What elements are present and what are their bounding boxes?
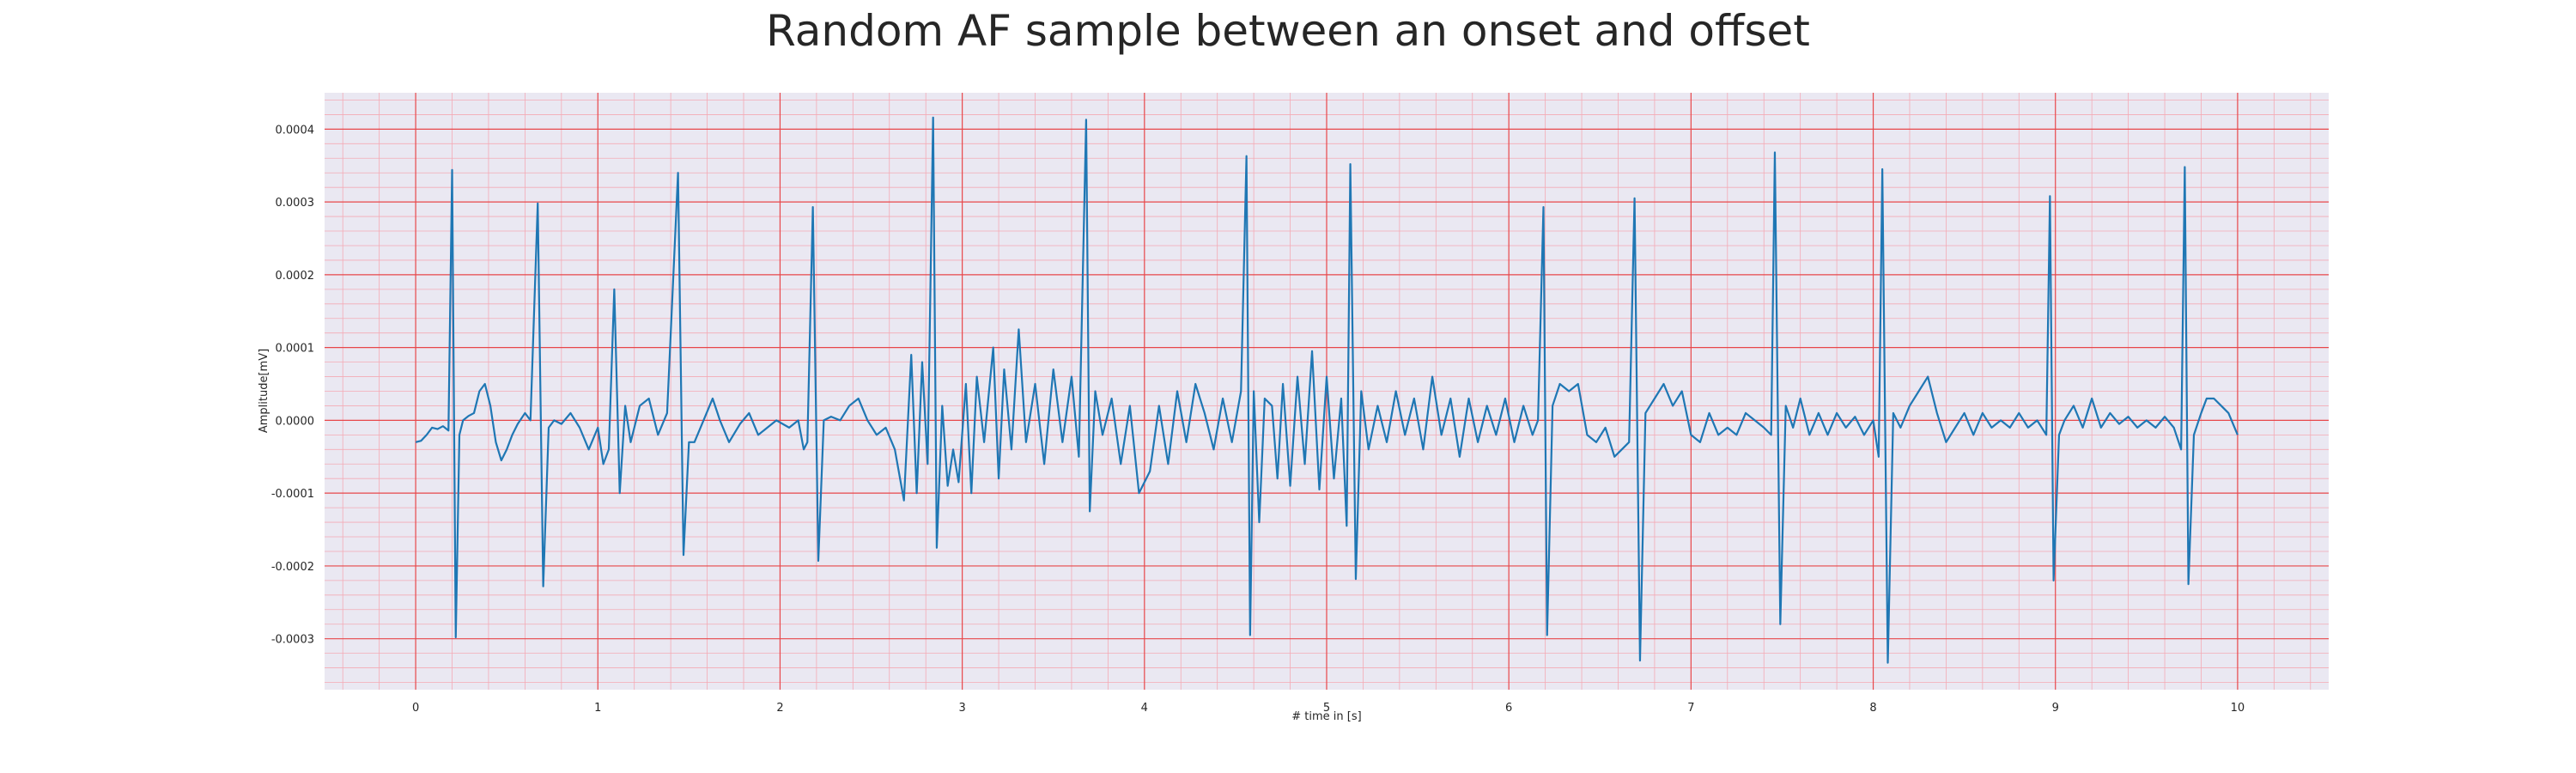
x-axis-ticks: 0 1 2 3 4 5 6 7 8 9 10 <box>412 702 2245 715</box>
y-tick-label: -0.0002 <box>271 561 314 574</box>
x-tick-label: 8 <box>1869 702 1876 715</box>
x-tick-label: 0 <box>412 702 419 715</box>
x-axis-label: # time in [s] <box>1291 710 1361 723</box>
y-tick-label: 0.0003 <box>276 197 315 210</box>
y-tick-label: -0.0003 <box>271 634 314 647</box>
y-tick-label: 0.0004 <box>276 124 315 137</box>
series-line-ecg <box>415 116 2239 664</box>
y-tick-label: 0.0002 <box>276 270 315 283</box>
y-tick-label: 0.0000 <box>276 415 315 428</box>
x-tick-label: 7 <box>1687 702 1694 715</box>
y-axis-ticks: -0.0003 -0.0002 -0.0001 0.0000 0.0001 0.0002 0… <box>271 124 314 646</box>
x-tick-label: 4 <box>1141 702 1148 715</box>
y-axis-label: Amplitude[mV] <box>258 349 270 433</box>
x-tick-label: 1 <box>594 702 601 715</box>
x-tick-label: 2 <box>776 702 783 715</box>
y-tick-label: -0.0001 <box>271 488 314 501</box>
x-tick-label: 5 <box>1323 702 1330 715</box>
y-tick-label: 0.0001 <box>276 343 315 356</box>
x-tick-label: 6 <box>1505 702 1512 715</box>
x-tick-label: 9 <box>2052 702 2059 715</box>
x-tick-label: 10 <box>2231 702 2245 715</box>
major-grid <box>325 93 2329 690</box>
chart-title: Random AF sample between an onset and of… <box>766 6 1810 56</box>
x-tick-label: 3 <box>958 702 965 715</box>
